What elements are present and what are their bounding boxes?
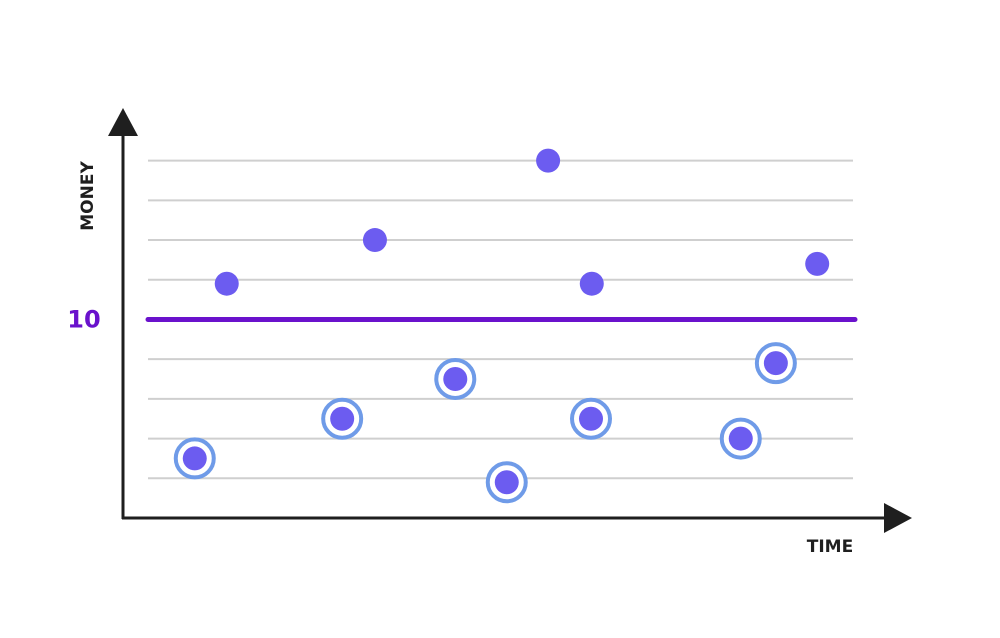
ringed-point [434,358,477,401]
point [362,228,387,253]
ringed-point [321,397,364,440]
ringed-point [485,461,528,504]
point [805,251,830,276]
y-axis-label: MONEY [78,161,98,231]
point [536,148,561,173]
ringed-point [570,397,612,440]
y-axis-arrow [108,108,138,136]
ringed-point [754,342,797,385]
ringed-point [719,417,762,460]
y-tick-label: 10 [67,305,100,333]
x-axis-arrow [884,503,912,533]
x-axis-label: TIME [807,537,853,557]
point [579,271,604,296]
point [214,271,239,296]
ringed-point [173,437,216,480]
